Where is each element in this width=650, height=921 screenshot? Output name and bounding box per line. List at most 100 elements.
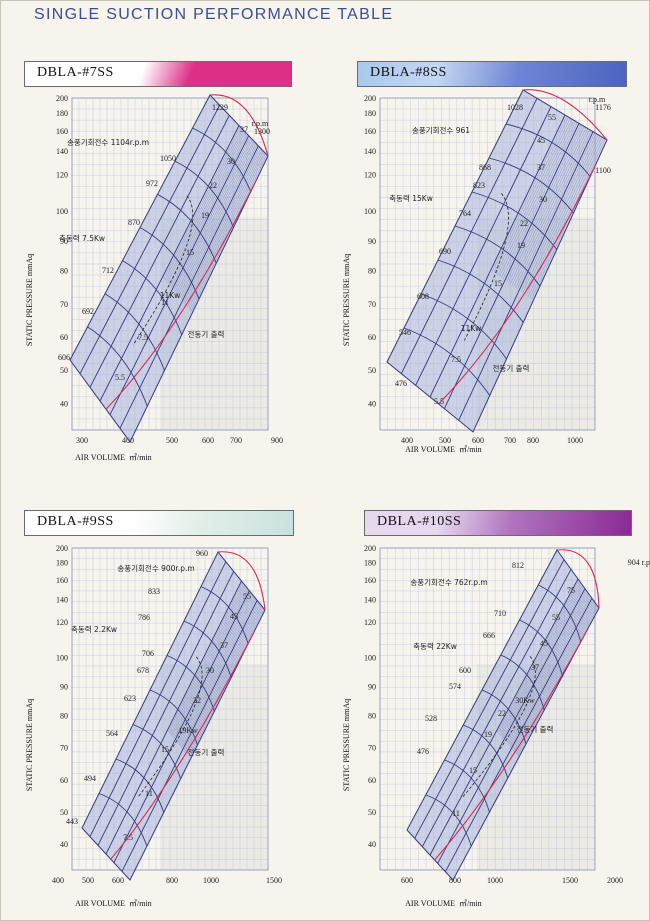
rpm-label: 528 <box>425 714 437 723</box>
x-tick-label: 600 <box>472 436 484 445</box>
hatch-line <box>509 595 591 747</box>
kw-label: 11 <box>161 298 169 307</box>
x-tick-label: 1000 <box>203 876 219 885</box>
rpm-label: 443 <box>66 817 78 826</box>
x-tick-label: 1500 <box>562 876 578 885</box>
kw-label: 30 <box>227 157 235 166</box>
banner-dbla-10ss: DBLA-#10SS <box>364 510 632 536</box>
top-boundary <box>556 549 600 609</box>
rpm-curve <box>122 260 183 335</box>
kw-label: 11 <box>452 809 460 818</box>
y-tick-label: 200 <box>364 544 376 553</box>
hatch-line <box>177 140 254 296</box>
hatch-line <box>180 144 258 300</box>
y-tick-label: 140 <box>56 596 68 605</box>
hatch-line <box>520 132 595 292</box>
y-tick-label: 80 <box>60 711 68 720</box>
kw-label: 15 <box>161 745 169 754</box>
hatch-line <box>169 584 245 735</box>
annotation-label: 전동기 출력 <box>517 724 554 734</box>
rpm-label: 706 <box>142 649 154 658</box>
x-tick-label: 400 <box>122 436 134 445</box>
rpm-curve <box>104 293 165 371</box>
chart-svg-9ss: 40 50 60 70 80 90 100 120 140 160 180 200 400 500 600 8… <box>25 544 282 908</box>
hatch-line <box>500 583 582 736</box>
system-curve <box>443 123 580 409</box>
rpm-curve <box>87 326 148 407</box>
y-axis-label: STATIC PRESSURE mmAq <box>25 254 34 346</box>
hatch-line <box>494 117 569 273</box>
x-tick-label: 900 <box>271 436 283 445</box>
rpm-extra-label: 1300 <box>254 127 270 136</box>
y-axis-label: STATIC PRESSURE mmAq <box>342 254 351 346</box>
annotation-label: 11Kw <box>160 291 181 300</box>
chart-title-10ss: DBLA-#10SS <box>377 514 462 529</box>
x-tick-label: 800 <box>166 876 178 885</box>
hatch-line <box>503 122 578 280</box>
rpm-label: 1229 <box>212 103 228 112</box>
hatch-line <box>526 135 601 296</box>
y-tick-label: 90 <box>368 682 376 691</box>
y-tick-label: 70 <box>60 744 68 753</box>
rpm-curve <box>481 689 527 745</box>
y-tick-label: 40 <box>368 840 376 849</box>
hatch-line <box>167 582 243 733</box>
hatch-line <box>185 603 261 753</box>
hatch-line <box>163 126 241 279</box>
hatch-line <box>527 136 602 297</box>
system-curve <box>113 590 250 863</box>
kw-label: 7.5 <box>138 333 148 342</box>
top-boundary <box>217 551 266 611</box>
rpm-curve <box>420 293 507 360</box>
annotation-label: 전동기 출력 <box>493 363 530 373</box>
chart-dbla-10ss: 40 50 60 70 80 90 100 120 140 160 180 200 600 800 1000… <box>325 540 650 920</box>
chart-svg-7ss: 40 50 60 70 80 90 100 120 140 160 180 200 300 400 500 6… <box>25 94 283 462</box>
hatch-line <box>498 581 580 734</box>
hatch-line <box>167 130 244 284</box>
y-tick-label: 80 <box>60 267 68 276</box>
system-curve <box>121 600 258 872</box>
kw-label: 11 <box>145 789 153 798</box>
hatch-line <box>529 137 604 299</box>
kw-label: 37 <box>240 125 248 134</box>
rpm-curve <box>174 160 234 228</box>
x-tick-label: 500 <box>166 436 178 445</box>
hatch-line <box>171 586 247 737</box>
rpm-curve <box>115 758 165 813</box>
hatch-line <box>179 143 257 299</box>
hatch-line <box>506 124 581 282</box>
rpm-label: 710 <box>494 609 506 618</box>
kw-label: 30Kw <box>515 696 535 705</box>
hatch-line <box>507 593 589 745</box>
annotation-label: 송풍기회전수 762r.p.m <box>410 577 487 587</box>
annotation-label: 축동력 7.5Kw <box>59 234 105 243</box>
system-curve <box>437 588 586 864</box>
rpm-label: 833 <box>148 587 160 596</box>
x-tick-label: 300 <box>76 436 88 445</box>
rpm-curve <box>519 619 563 677</box>
hatch-line <box>513 601 595 753</box>
top-boundary <box>522 89 608 141</box>
hatch-line <box>513 128 588 287</box>
system-curve <box>429 114 566 398</box>
rpm-extra-label: 1176 <box>595 103 611 112</box>
hatch-line <box>511 127 587 286</box>
rpm-label: 868 <box>479 163 491 172</box>
hatch-line <box>522 133 597 294</box>
system-curve <box>89 115 230 388</box>
rpm-label: 692 <box>82 307 94 316</box>
rpm-label: 600 <box>459 666 471 675</box>
hatch-line <box>502 587 585 739</box>
kw-label: 15 <box>494 279 502 288</box>
kw-label: 15 <box>186 248 194 257</box>
x-axis-unit: ㎥/min <box>129 899 152 908</box>
rpm-extra-label: r.p.m <box>252 119 269 128</box>
kw-label: 19 <box>201 211 209 220</box>
system-curve <box>119 145 259 429</box>
annotation-label: 송풍기회전수 961 <box>412 125 470 135</box>
rpm-curve <box>488 157 574 214</box>
annotation-label: 송풍기회전수 900r.p.m <box>117 563 194 573</box>
y-tick-label: 60 <box>368 333 376 342</box>
y-axis-label: STATIC PRESSURE mmAq <box>342 699 351 791</box>
hatch-line <box>179 596 255 747</box>
